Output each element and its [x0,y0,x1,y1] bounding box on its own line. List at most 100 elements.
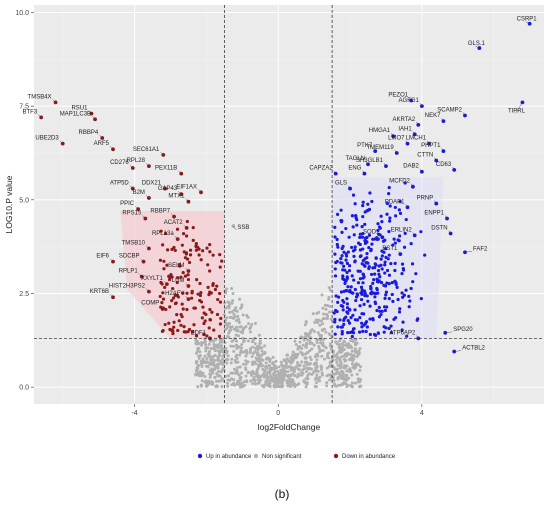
up-point [385,201,389,206]
up-point [376,222,380,226]
ns-point [257,363,261,367]
up-point [414,272,418,276]
up-point [380,267,384,271]
ns-point [206,381,210,385]
ns-point [256,367,260,371]
ns-point [308,355,312,359]
gene-label: IAH1 [398,126,412,132]
ns-point [260,346,264,350]
ns-point [237,320,241,324]
gene-label-leader [444,215,448,219]
ns-point [230,287,234,291]
ns-point [320,342,324,346]
up-point [341,308,345,312]
up-point [353,260,357,264]
up-point [334,294,338,298]
gene-label: MCFD2 [389,179,410,185]
down-point [177,319,181,323]
up-point [353,245,357,249]
down-point [191,330,195,334]
gene-label-leader [59,140,63,144]
threshold-lines [34,5,544,404]
down-point [185,307,189,312]
ns-point [207,350,211,354]
gene-label-leader [206,335,211,339]
up-point [336,212,340,217]
up-point [368,304,372,308]
ns-point [261,352,265,356]
y-axis-title: LOG10.P value [4,175,14,233]
up-point [358,235,362,239]
up-point [362,263,366,267]
ns-point [349,352,353,356]
down-point [209,291,213,295]
up-point [359,285,364,289]
down-point [182,325,186,329]
ns-point [331,349,335,353]
ns-point [331,372,335,376]
up-point [339,208,343,212]
ns-point [265,357,269,361]
gene-label-leader [185,295,189,300]
ns-point [258,341,262,345]
ns-point [234,333,238,337]
up-point [375,280,380,284]
gene-label: TIPRL [508,108,526,114]
up-point [367,233,372,237]
ns-point [329,364,333,368]
ns-point [235,309,239,313]
ns-point [328,342,332,346]
ns-point [305,332,309,336]
gene-label-leader [525,21,530,24]
y-tick-label: 7.5 [19,104,29,111]
ns-point [239,330,243,334]
ns-point [353,366,357,370]
ns-point [250,355,254,359]
gene-label-leader [183,224,187,229]
ns-point [342,364,346,368]
up-point [367,245,371,250]
up-point [379,312,383,317]
legend-up-label: Up in abundance [206,454,252,460]
up-point [344,252,348,256]
ns-point [220,377,224,381]
gene-label: ATP6AP2 [389,330,416,336]
ns-point [251,382,255,386]
ns-point [276,380,280,384]
ns-point [315,341,319,345]
ns-point [328,378,332,382]
ns-point [334,384,338,388]
down-point [199,300,204,304]
down-point [191,225,195,230]
up-point [400,328,404,332]
ns-point [324,346,328,350]
ns-point [342,373,346,377]
up-point [353,202,357,206]
down-point [175,280,179,285]
ns-point [196,372,200,376]
ns-point [300,360,304,364]
ns-point [293,339,297,343]
up-point [345,297,349,301]
up-point [364,320,369,324]
down-point [172,325,176,329]
ns-point [215,372,219,376]
ns-point [320,322,324,326]
ns-point [233,315,237,319]
gene-label-leader [145,194,150,199]
ns-point [222,379,226,383]
gene-label-leader [426,140,430,144]
up-point [346,250,350,254]
gene-label: RBBP4 [79,130,99,136]
gene-label-leader [185,282,189,287]
up-point [423,253,427,257]
ns-point [325,366,329,370]
up-point [400,271,404,276]
down-point [180,302,184,306]
down-point [208,250,212,254]
ns-point [291,379,295,383]
up-point [398,211,403,215]
ns-point [208,362,212,366]
down-point [176,295,180,299]
ns-point [235,368,239,372]
